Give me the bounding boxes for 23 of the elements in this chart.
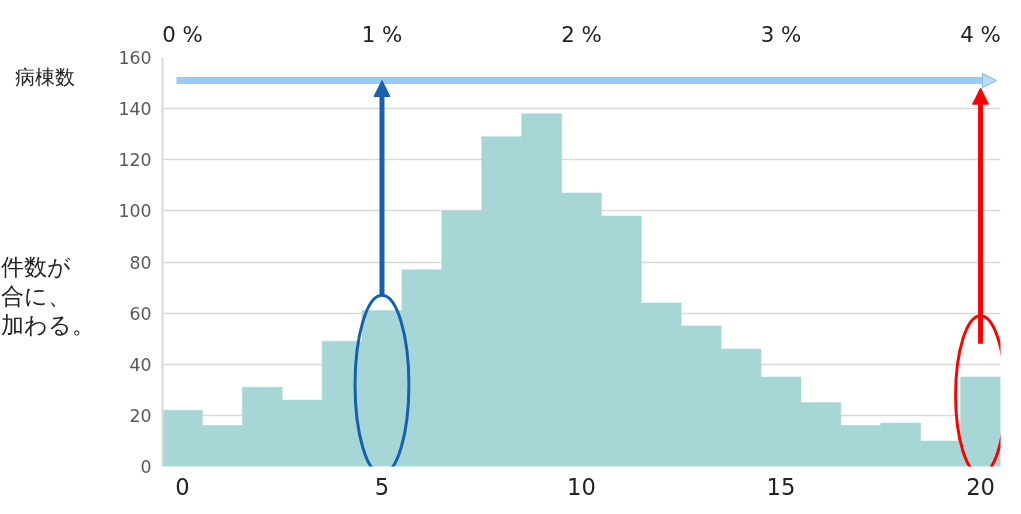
y-axis-title: 病棟数 [14, 65, 75, 90]
x-tick-label: 20 [966, 473, 995, 500]
x-tick-label: 0 [175, 473, 190, 500]
y-tick-label: 80 [129, 252, 152, 273]
text: 件数が [0, 254, 71, 281]
x2-tick-label: 4 % [960, 21, 1001, 47]
y-tick-label: 120 [118, 150, 152, 171]
y-tick-label: 140 [118, 99, 152, 120]
x-tick-label: 10 [567, 473, 596, 500]
y-tick-label: 20 [129, 405, 152, 426]
y-tick-label: 100 [118, 201, 152, 222]
x2-tick-label: 0 % [162, 21, 203, 47]
text: 加わる。 [0, 311, 95, 338]
x-tick-label: 15 [766, 473, 796, 500]
y-tick-label: 160 [118, 48, 152, 68]
y-tick-label: 0 [140, 457, 152, 477]
y-tick-label: 60 [129, 303, 152, 324]
x2-tick-label: 2 % [561, 21, 602, 47]
x-tick-label: 5 [374, 473, 390, 500]
y-tick-label: 40 [129, 354, 152, 375]
text: 合に、 [0, 282, 71, 309]
x2-tick-label: 3 % [760, 21, 802, 47]
x2-tick-label: 1 % [361, 21, 403, 47]
